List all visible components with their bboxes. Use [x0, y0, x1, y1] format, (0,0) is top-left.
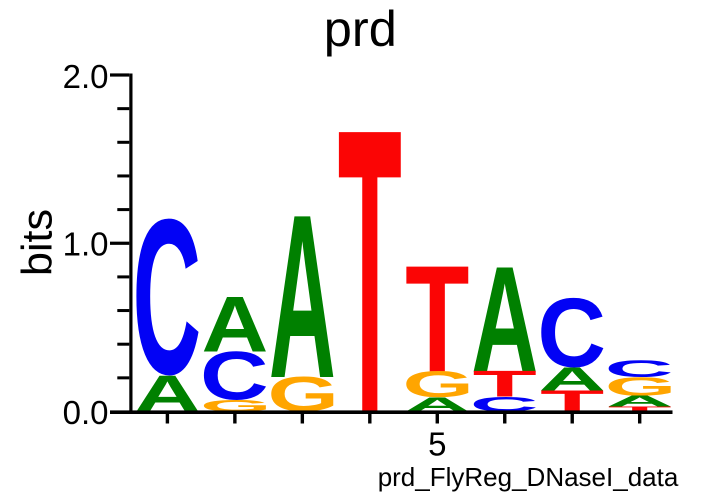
svg-text:prd: prd [324, 0, 397, 57]
svg-text:C: C [200, 337, 269, 414]
svg-text:A: A [539, 360, 606, 398]
svg-text:C: C [470, 392, 539, 415]
svg-text:bits: bits [13, 209, 61, 276]
svg-text:T: T [608, 405, 672, 413]
svg-text:G: G [605, 372, 676, 401]
svg-text:T: T [473, 364, 537, 405]
svg-text:C: C [605, 356, 674, 383]
svg-text:C: C [133, 174, 202, 421]
svg-text:2.0: 2.0 [63, 58, 109, 95]
svg-text:G: G [200, 397, 271, 415]
svg-text:G: G [402, 364, 473, 405]
svg-text:5: 5 [428, 426, 446, 463]
svg-text:A: A [606, 393, 673, 410]
svg-text:1.0: 1.0 [63, 226, 109, 263]
svg-text:A: A [201, 281, 268, 369]
svg-text:prd_FlyReg_DNaseI_data: prd_FlyReg_DNaseI_data [378, 462, 679, 492]
svg-text:A: A [404, 393, 471, 416]
svg-text:A: A [269, 165, 336, 427]
svg-text:T: T [338, 43, 402, 496]
svg-text:C: C [537, 279, 606, 388]
svg-text:0.0: 0.0 [63, 394, 109, 431]
svg-text:A: A [471, 235, 538, 404]
svg-text:T: T [405, 234, 469, 404]
